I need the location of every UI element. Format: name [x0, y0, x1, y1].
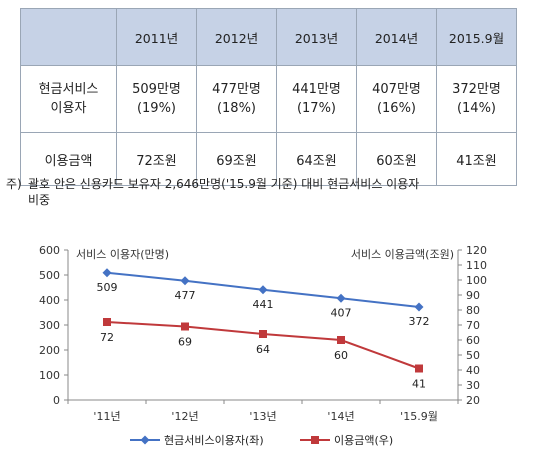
table-cell: 509만명 (19%) [116, 65, 197, 133]
table-cell: 64조원 [276, 132, 357, 186]
data-point-marker [180, 276, 190, 286]
table-cell: 41조원 [436, 132, 517, 186]
footnote-line: 비중 [28, 193, 51, 207]
data-label: 64 [256, 343, 270, 356]
data-point-marker [102, 268, 112, 278]
table-row: 이용금액 72조원 69조원 64조원 60조원 41조원 [20, 132, 517, 186]
cell-share: (16%) [376, 101, 417, 116]
table-header-cell [20, 8, 117, 66]
y-tick-label-right: 40 [466, 364, 480, 377]
legend-marker [140, 435, 150, 445]
table-cell: 441만명 (17%) [276, 65, 357, 133]
table-header-cell: 2015.9월 [436, 8, 517, 66]
y-tick-label-right: 30 [466, 379, 480, 392]
table-header-cell: 2011년 [116, 8, 197, 66]
cell-share: (18%) [216, 101, 257, 116]
legend-marker [311, 436, 319, 444]
x-tick-label: '12년 [171, 410, 198, 423]
data-label: 441 [253, 298, 274, 311]
data-label: 407 [331, 306, 352, 319]
y-tick-label-right: 100 [466, 274, 487, 287]
row-label: 이용금액 [20, 132, 117, 186]
y-tick-label-left: 0 [53, 394, 60, 407]
cell-value: 509만명 [132, 82, 181, 97]
legend-label: 이용금액(우) [334, 434, 393, 447]
y-tick-label-right: 70 [466, 319, 480, 332]
data-label: 69 [178, 336, 192, 349]
table-cell: 477만명 (18%) [196, 65, 277, 133]
data-label: 509 [97, 281, 118, 294]
data-point-marker [181, 322, 189, 331]
footnote-line: 괄호 안은 신용카드 보유자 2,646만명('15.9월 기준) 대비 현금서… [28, 177, 420, 191]
data-label: 41 [412, 378, 426, 391]
data-point-marker [415, 364, 423, 373]
cell-value: 477만명 [212, 82, 261, 97]
y-tick-label-left: 300 [39, 319, 60, 332]
footnote: 주) 괄호 안은 신용카드 보유자 2,646만명('15.9월 기준) 대비 현… [6, 176, 536, 208]
y-tick-label-right: 50 [466, 349, 480, 362]
y-tick-label-left: 100 [39, 369, 60, 382]
cell-value: 407만명 [372, 82, 421, 97]
table-header-cell: 2013년 [276, 8, 357, 66]
y-tick-label-right: 20 [466, 394, 480, 407]
table-header-cell: 2014년 [356, 8, 437, 66]
data-point-marker [336, 293, 346, 303]
row-label-line: 현금서비스 [38, 82, 99, 97]
x-tick-label: '11년 [93, 410, 120, 423]
table-cell: 372만명 (14%) [436, 65, 517, 133]
y-tick-label-right: 80 [466, 304, 480, 317]
cell-share: (14%) [456, 101, 497, 116]
data-point-marker [337, 336, 345, 344]
y-axis-title-right: 서비스 이용금액(조원) [351, 248, 454, 261]
table-header-cell: 2012년 [196, 8, 277, 66]
y-tick-label-right: 90 [466, 289, 480, 302]
data-point-marker [258, 285, 268, 295]
cell-share: (19%) [136, 101, 177, 116]
legend-label: 현금서비스이용자(좌) [164, 434, 264, 447]
table-header-row: 2011년 2012년 2013년 2014년 2015.9월 [20, 8, 517, 66]
cell-value: 441만명 [292, 82, 341, 97]
y-tick-label-left: 400 [39, 294, 60, 307]
y-tick-label-left: 500 [39, 269, 60, 282]
y-tick-label-left: 600 [39, 244, 60, 257]
data-label: 72 [100, 331, 114, 344]
x-tick-label: '14년 [327, 410, 354, 423]
data-label: 477 [175, 289, 196, 302]
data-point-marker [414, 302, 424, 312]
y-tick-label-right: 110 [466, 259, 487, 272]
data-point-marker [259, 330, 267, 338]
x-tick-label: '15.9월 [400, 410, 438, 423]
cell-share: (17%) [296, 101, 337, 116]
y-tick-label-right: 120 [466, 244, 487, 257]
table-cell: 72조원 [116, 132, 197, 186]
row-label-line: 이용자 [50, 101, 87, 116]
data-label: 60 [334, 349, 348, 362]
footnote-prefix: 주) [6, 177, 22, 191]
table-cell: 407만명 (16%) [356, 65, 437, 133]
y-tick-label-right: 60 [466, 334, 480, 347]
dual-axis-line-chart: 0 100 200 300 400 500 600 20 30 40 50 60 70 80 90 100 11… [39, 244, 487, 447]
y-tick-label-left: 200 [39, 344, 60, 357]
x-tick-label: '13년 [249, 410, 276, 423]
data-point-marker [103, 318, 111, 326]
cell-value: 372만명 [452, 82, 501, 97]
y-axis-title-left: 서비스 이용자(만명) [76, 248, 169, 261]
data-label: 372 [409, 315, 430, 328]
